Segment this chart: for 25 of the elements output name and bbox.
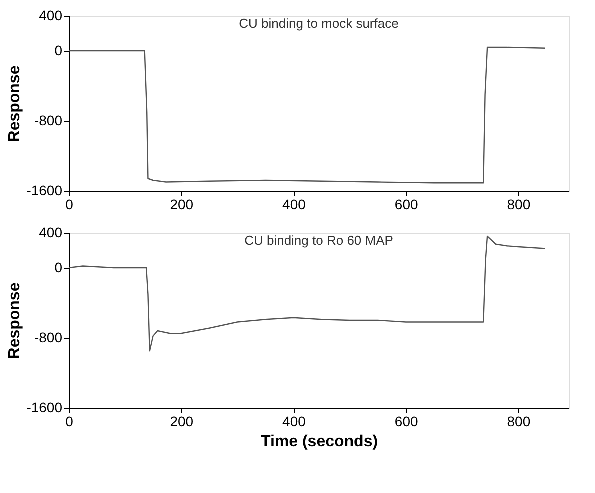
y-tick-label: -1600 — [26, 182, 63, 198]
line-series — [68, 46, 546, 184]
line-series — [68, 236, 546, 352]
x-tick-label: 800 — [507, 196, 531, 212]
x-tick-label: 800 — [507, 414, 531, 430]
x-axis-title: Time (seconds) — [260, 434, 378, 450]
x-tick-label: 400 — [282, 414, 306, 430]
chart-title: CU binding to mock surface — [239, 16, 399, 31]
y-tick-label: -800 — [34, 330, 63, 346]
x-tick-label: 0 — [66, 196, 74, 212]
y-tick-label: 0 — [54, 260, 63, 276]
y-axis-title: Response — [6, 66, 24, 142]
x-tick-label: 400 — [282, 196, 306, 212]
x-tick-label: 200 — [170, 196, 194, 212]
chart-title: CU binding to Ro 60 MAP — [244, 233, 394, 248]
x-tick-label: 200 — [170, 414, 194, 430]
y-tick-label: 400 — [39, 8, 63, 24]
y-tick-label: -800 — [34, 112, 63, 128]
y-tick-label: -1600 — [26, 400, 63, 416]
x-tick-label: 600 — [394, 414, 418, 430]
x-tick-label: 0 — [66, 414, 74, 430]
y-tick-label: 400 — [39, 224, 63, 240]
y-tick-label: 0 — [54, 42, 63, 58]
x-tick-label: 600 — [394, 196, 418, 212]
y-axis-title: Response — [6, 282, 24, 360]
